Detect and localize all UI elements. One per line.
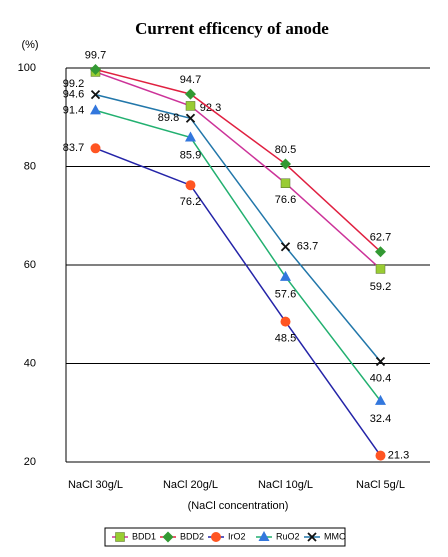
data-label: 94.7 — [180, 74, 201, 86]
legend-item: MMO — [304, 531, 346, 542]
marker — [90, 104, 101, 115]
marker — [307, 532, 317, 542]
y-tick-label: 100 — [18, 62, 36, 74]
y-tick-label: 60 — [24, 259, 36, 271]
series-line — [95, 109, 382, 402]
legend-label: IrO2 — [228, 531, 246, 541]
x-tick-label: NaCl 5g/L — [356, 479, 405, 491]
x-axis-label: (NaCl concentration) — [188, 500, 289, 512]
data-label: 59.2 — [370, 281, 391, 293]
marker — [185, 88, 196, 100]
marker — [211, 532, 221, 542]
data-label: 99.2 — [63, 78, 84, 90]
data-label: 40.4 — [370, 372, 391, 384]
y-axis-label: (%) — [21, 39, 38, 51]
marker — [185, 180, 196, 191]
series-line — [95, 147, 382, 457]
data-label: 80.5 — [275, 144, 296, 156]
data-label: 85.9 — [180, 149, 201, 161]
legend-item: RuO2 — [256, 531, 300, 541]
data-label: 63.7 — [297, 241, 318, 253]
data-label: 83.7 — [63, 142, 84, 154]
marker — [258, 531, 270, 541]
legend-label: MMO — [324, 531, 346, 541]
legend-box — [104, 527, 346, 547]
data-label: 76.2 — [180, 196, 201, 208]
marker — [162, 531, 174, 543]
y-tick-label: 80 — [24, 160, 36, 172]
legend-item: BDD2 — [160, 531, 204, 543]
marker — [185, 113, 196, 123]
series-line — [95, 93, 382, 363]
series-line — [95, 71, 382, 270]
marker — [280, 316, 291, 327]
marker — [90, 89, 101, 100]
data-label: 99.7 — [85, 49, 106, 61]
data-label: 62.7 — [370, 232, 391, 244]
data-label: 94.6 — [63, 89, 84, 101]
data-label: 57.6 — [275, 289, 296, 301]
x-tick-label: NaCl 30g/L — [68, 479, 123, 491]
data-label: 32.4 — [370, 413, 391, 425]
marker — [280, 242, 291, 252]
data-label: 89.8 — [158, 112, 179, 124]
marker — [375, 394, 386, 405]
marker — [90, 143, 101, 154]
data-label: 21.3 — [388, 450, 409, 462]
marker — [280, 178, 291, 188]
x-tick-label: NaCl 10g/L — [258, 479, 313, 491]
series-line — [95, 68, 382, 253]
marker — [375, 450, 386, 461]
data-label: 76.6 — [275, 194, 296, 206]
chart-title: Current efficency of anode — [135, 19, 329, 38]
marker — [375, 356, 386, 367]
data-label: 48.5 — [275, 333, 296, 345]
y-tick-label: 40 — [24, 357, 36, 369]
marker — [280, 158, 291, 170]
x-tick-label: NaCl 20g/L — [163, 479, 218, 491]
y-tick-label: 20 — [24, 456, 36, 468]
marker — [90, 63, 101, 75]
legend-label: BDD2 — [180, 531, 204, 541]
marker — [375, 264, 386, 274]
legend-label: RuO2 — [276, 531, 300, 541]
marker — [115, 532, 125, 542]
marker — [280, 270, 291, 281]
marker — [185, 131, 196, 142]
legend-item: IrO2 — [208, 531, 246, 542]
marker — [375, 246, 386, 258]
legend-item: BDD1 — [112, 531, 156, 542]
legend-label: BDD1 — [132, 531, 156, 541]
marker — [185, 101, 196, 111]
data-label: 91.4 — [63, 104, 84, 116]
